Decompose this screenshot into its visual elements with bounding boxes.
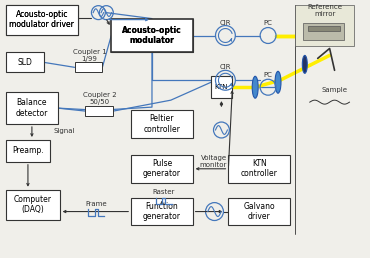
Bar: [211, 76, 232, 98]
Text: Acousto-optic
modulator driver: Acousto-optic modulator driver: [9, 10, 74, 29]
Text: Raster: Raster: [153, 189, 175, 195]
Bar: [6, 140, 50, 162]
Text: Computer
(DAQ): Computer (DAQ): [14, 195, 52, 214]
Bar: [111, 19, 193, 52]
Bar: [228, 198, 290, 225]
Bar: [308, 26, 340, 30]
Text: KTN: KTN: [215, 84, 228, 90]
Bar: [6, 52, 44, 72]
Text: Acousto-optic
modulator: Acousto-optic modulator: [122, 26, 182, 45]
Text: Sample: Sample: [322, 87, 347, 93]
Bar: [303, 23, 344, 41]
Text: Coupler 2
50/50: Coupler 2 50/50: [83, 92, 116, 105]
Bar: [6, 5, 78, 35]
Text: Voltage
monitor: Voltage monitor: [200, 155, 227, 168]
Text: PC: PC: [264, 72, 273, 78]
Bar: [131, 155, 193, 183]
Bar: [6, 92, 58, 124]
Ellipse shape: [275, 71, 281, 93]
Ellipse shape: [302, 55, 307, 73]
Text: Signal: Signal: [54, 128, 75, 134]
Bar: [228, 155, 290, 183]
Text: Acousto-optic
modulator driver: Acousto-optic modulator driver: [9, 10, 74, 29]
Text: Preamp.: Preamp.: [12, 146, 44, 155]
Text: CIR: CIR: [220, 20, 231, 26]
Bar: [85, 106, 113, 116]
Text: Reference
mirror: Reference mirror: [307, 4, 342, 17]
Text: Pulse
generator: Pulse generator: [143, 159, 181, 179]
Bar: [131, 198, 193, 225]
Text: SLD: SLD: [17, 58, 33, 67]
Text: PC: PC: [264, 20, 273, 26]
Text: Function
generator: Function generator: [143, 202, 181, 221]
Text: KTN
controller: KTN controller: [241, 159, 278, 179]
Bar: [131, 110, 193, 138]
Bar: [295, 5, 354, 46]
Ellipse shape: [252, 76, 258, 98]
Text: Peltier
controller: Peltier controller: [144, 114, 180, 134]
Text: Balance
detector: Balance detector: [16, 98, 48, 118]
Bar: [111, 19, 193, 52]
Bar: [75, 62, 102, 72]
Bar: [6, 190, 60, 220]
Text: Acousto-optic
modulator: Acousto-optic modulator: [122, 26, 182, 45]
Text: Coupler 1
1/99: Coupler 1 1/99: [73, 49, 106, 62]
Text: Frame: Frame: [85, 201, 107, 207]
Text: CIR: CIR: [220, 64, 231, 70]
Bar: [6, 5, 78, 35]
Text: Galvano
driver: Galvano driver: [243, 202, 275, 221]
